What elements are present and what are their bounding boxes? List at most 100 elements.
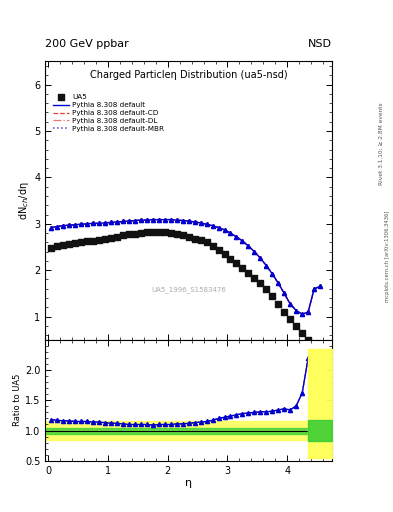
Pythia 8.308 default-MBR bbox=[138, 217, 143, 223]
UA5 bbox=[227, 254, 233, 263]
Pythia 8.308 default-MBR bbox=[228, 230, 233, 236]
Pythia 8.308 default-MBR bbox=[91, 220, 95, 226]
Pythia 8.308 default-DL bbox=[216, 224, 221, 230]
Pythia 8.308 default-CD bbox=[204, 221, 209, 227]
Pythia 8.308 default-CD bbox=[49, 224, 53, 230]
Pythia 8.308 default-DL bbox=[132, 218, 137, 224]
Pythia 8.308 default-DL bbox=[318, 283, 323, 289]
Pythia 8.308 default-DL bbox=[79, 221, 83, 227]
UA5 bbox=[269, 292, 275, 300]
Pythia 8.308 default-MBR bbox=[306, 309, 310, 315]
Pythia 8.308 default bbox=[216, 224, 221, 230]
UA5 bbox=[66, 240, 72, 248]
UA5 bbox=[263, 285, 270, 293]
Pythia 8.308 default-MBR bbox=[246, 243, 251, 249]
Pythia 8.308 default-MBR bbox=[300, 311, 305, 317]
Text: Charged Particleη Distribution (ua5-nsd): Charged Particleη Distribution (ua5-nsd) bbox=[90, 70, 287, 80]
Pythia 8.308 default bbox=[91, 220, 95, 226]
UA5 bbox=[257, 279, 264, 287]
Pythia 8.308 default-DL bbox=[174, 217, 179, 223]
Pythia 8.308 default-DL bbox=[73, 222, 77, 228]
Pythia 8.308 default bbox=[49, 224, 53, 230]
Pythia 8.308 default-DL bbox=[246, 243, 251, 249]
Pythia 8.308 default bbox=[312, 286, 316, 292]
Pythia 8.308 default-DL bbox=[156, 217, 161, 223]
Pythia 8.308 default bbox=[73, 222, 77, 228]
Pythia 8.308 default bbox=[228, 230, 233, 236]
Pythia 8.308 default-DL bbox=[210, 223, 215, 229]
Pythia 8.308 default-MBR bbox=[312, 286, 316, 292]
Line: Pythia 8.308 default-DL: Pythia 8.308 default-DL bbox=[51, 220, 320, 314]
Pythia 8.308 default-CD bbox=[228, 230, 233, 236]
Pythia 8.308 default bbox=[264, 263, 269, 269]
Text: UA5_1996_S1583476: UA5_1996_S1583476 bbox=[151, 286, 226, 293]
Pythia 8.308 default-MBR bbox=[67, 222, 72, 228]
Pythia 8.308 default-CD bbox=[246, 243, 251, 249]
Pythia 8.308 default-CD bbox=[216, 224, 221, 230]
UA5 bbox=[180, 231, 186, 239]
Pythia 8.308 default-CD bbox=[55, 224, 59, 230]
Pythia 8.308 default-CD bbox=[240, 238, 245, 244]
Pythia 8.308 default-MBR bbox=[222, 227, 227, 233]
Pythia 8.308 default-DL bbox=[145, 217, 149, 223]
Pythia 8.308 default bbox=[276, 280, 281, 286]
Pythia 8.308 default-DL bbox=[306, 309, 310, 315]
Pythia 8.308 default-CD bbox=[156, 217, 161, 223]
Pythia 8.308 default-CD bbox=[132, 218, 137, 224]
UA5 bbox=[239, 264, 246, 272]
Pythia 8.308 default-DL bbox=[162, 217, 167, 223]
Pythia 8.308 default bbox=[318, 283, 323, 289]
UA5 bbox=[251, 273, 257, 282]
Pythia 8.308 default bbox=[127, 218, 131, 224]
UA5 bbox=[138, 229, 144, 237]
Pythia 8.308 default bbox=[115, 219, 119, 225]
Pythia 8.308 default-DL bbox=[115, 219, 119, 225]
Pythia 8.308 default-CD bbox=[103, 220, 107, 226]
Pythia 8.308 default-MBR bbox=[252, 248, 257, 254]
Pythia 8.308 default-DL bbox=[67, 222, 72, 228]
Pythia 8.308 default-CD bbox=[180, 218, 185, 224]
Line: Pythia 8.308 default-MBR: Pythia 8.308 default-MBR bbox=[51, 220, 320, 314]
Y-axis label: Ratio to UA5: Ratio to UA5 bbox=[13, 374, 22, 426]
Pythia 8.308 default-DL bbox=[312, 286, 316, 292]
Pythia 8.308 default bbox=[103, 220, 107, 226]
Pythia 8.308 default-MBR bbox=[264, 263, 269, 269]
Pythia 8.308 default-MBR bbox=[294, 308, 299, 314]
Pythia 8.308 default bbox=[258, 255, 263, 261]
Pythia 8.308 default-MBR bbox=[204, 221, 209, 227]
Pythia 8.308 default bbox=[55, 224, 59, 230]
Pythia 8.308 default-DL bbox=[204, 221, 209, 227]
UA5 bbox=[185, 232, 192, 241]
Pythia 8.308 default bbox=[306, 309, 310, 315]
Pythia 8.308 default bbox=[162, 217, 167, 223]
UA5 bbox=[233, 259, 240, 267]
Pythia 8.308 default bbox=[121, 219, 125, 225]
UA5 bbox=[317, 346, 323, 354]
Pythia 8.308 default-MBR bbox=[210, 223, 215, 229]
Pythia 8.308 default-CD bbox=[138, 217, 143, 223]
Pythia 8.308 default bbox=[282, 290, 286, 296]
UA5 bbox=[150, 228, 156, 236]
Pythia 8.308 default-CD bbox=[67, 222, 72, 228]
UA5 bbox=[144, 228, 150, 236]
Pythia 8.308 default-CD bbox=[300, 311, 305, 317]
UA5 bbox=[120, 231, 126, 240]
Pythia 8.308 default-MBR bbox=[121, 219, 125, 225]
UA5 bbox=[72, 239, 78, 247]
Pythia 8.308 default bbox=[180, 218, 185, 224]
Pythia 8.308 default-MBR bbox=[174, 217, 179, 223]
Pythia 8.308 default-CD bbox=[168, 217, 173, 223]
Pythia 8.308 default-DL bbox=[91, 220, 95, 226]
Pythia 8.308 default-DL bbox=[103, 220, 107, 226]
Pythia 8.308 default-MBR bbox=[318, 283, 323, 289]
Pythia 8.308 default-CD bbox=[210, 223, 215, 229]
Pythia 8.308 default bbox=[252, 248, 257, 254]
Pythia 8.308 default-DL bbox=[49, 224, 53, 230]
Pythia 8.308 default-MBR bbox=[79, 221, 83, 227]
Text: 200 GeV ppbar: 200 GeV ppbar bbox=[45, 38, 129, 49]
UA5 bbox=[221, 250, 228, 258]
UA5 bbox=[54, 242, 60, 250]
Pythia 8.308 default-MBR bbox=[192, 219, 197, 225]
Pythia 8.308 default bbox=[61, 223, 66, 229]
UA5 bbox=[162, 228, 168, 236]
